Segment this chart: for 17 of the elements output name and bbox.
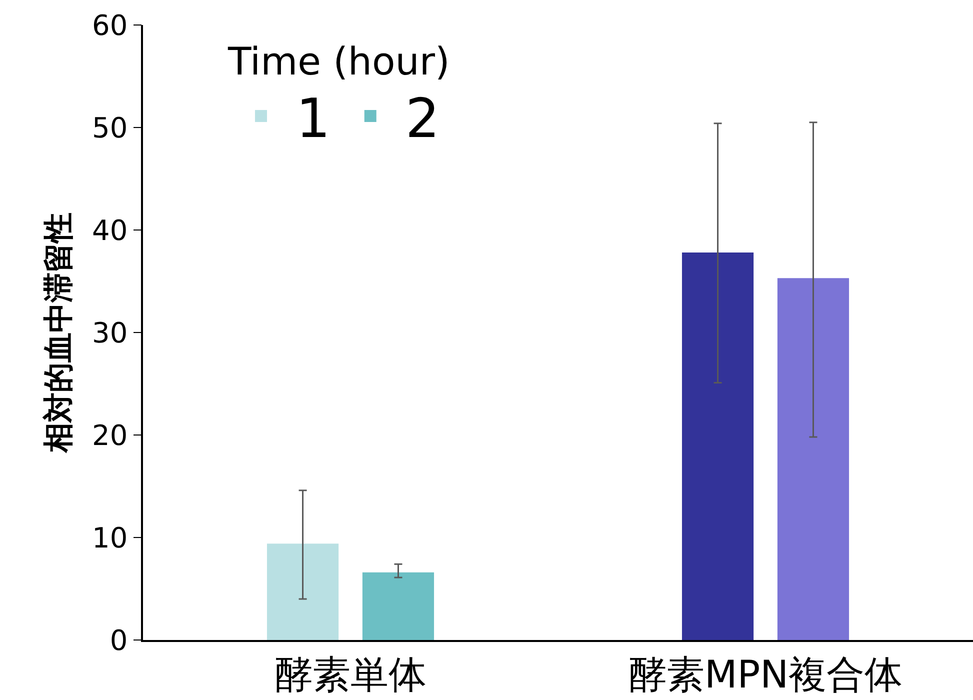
y-tick-label: 30 [92, 316, 128, 350]
y-tick-label: 0 [110, 624, 128, 657]
x-tick-label: 酵素単体 [274, 652, 426, 696]
bar [362, 572, 434, 640]
y-tick-label: 20 [92, 418, 128, 452]
bar [777, 278, 850, 640]
bar [266, 544, 339, 640]
y-tick-label: 60 [92, 8, 128, 42]
y-tick-label: 50 [92, 111, 128, 144]
y-axis-title: 相対的血中滞留性 [42, 212, 77, 454]
legend-title: Time (hour) [227, 39, 450, 84]
y-tick-label: 10 [92, 521, 128, 554]
x-tick-label: 酵素MPN複合体 [628, 652, 903, 696]
legend-label: 2 [405, 87, 440, 150]
y-tick-label: 40 [92, 214, 128, 247]
legend-label: 1 [296, 87, 330, 150]
bar [682, 252, 754, 640]
